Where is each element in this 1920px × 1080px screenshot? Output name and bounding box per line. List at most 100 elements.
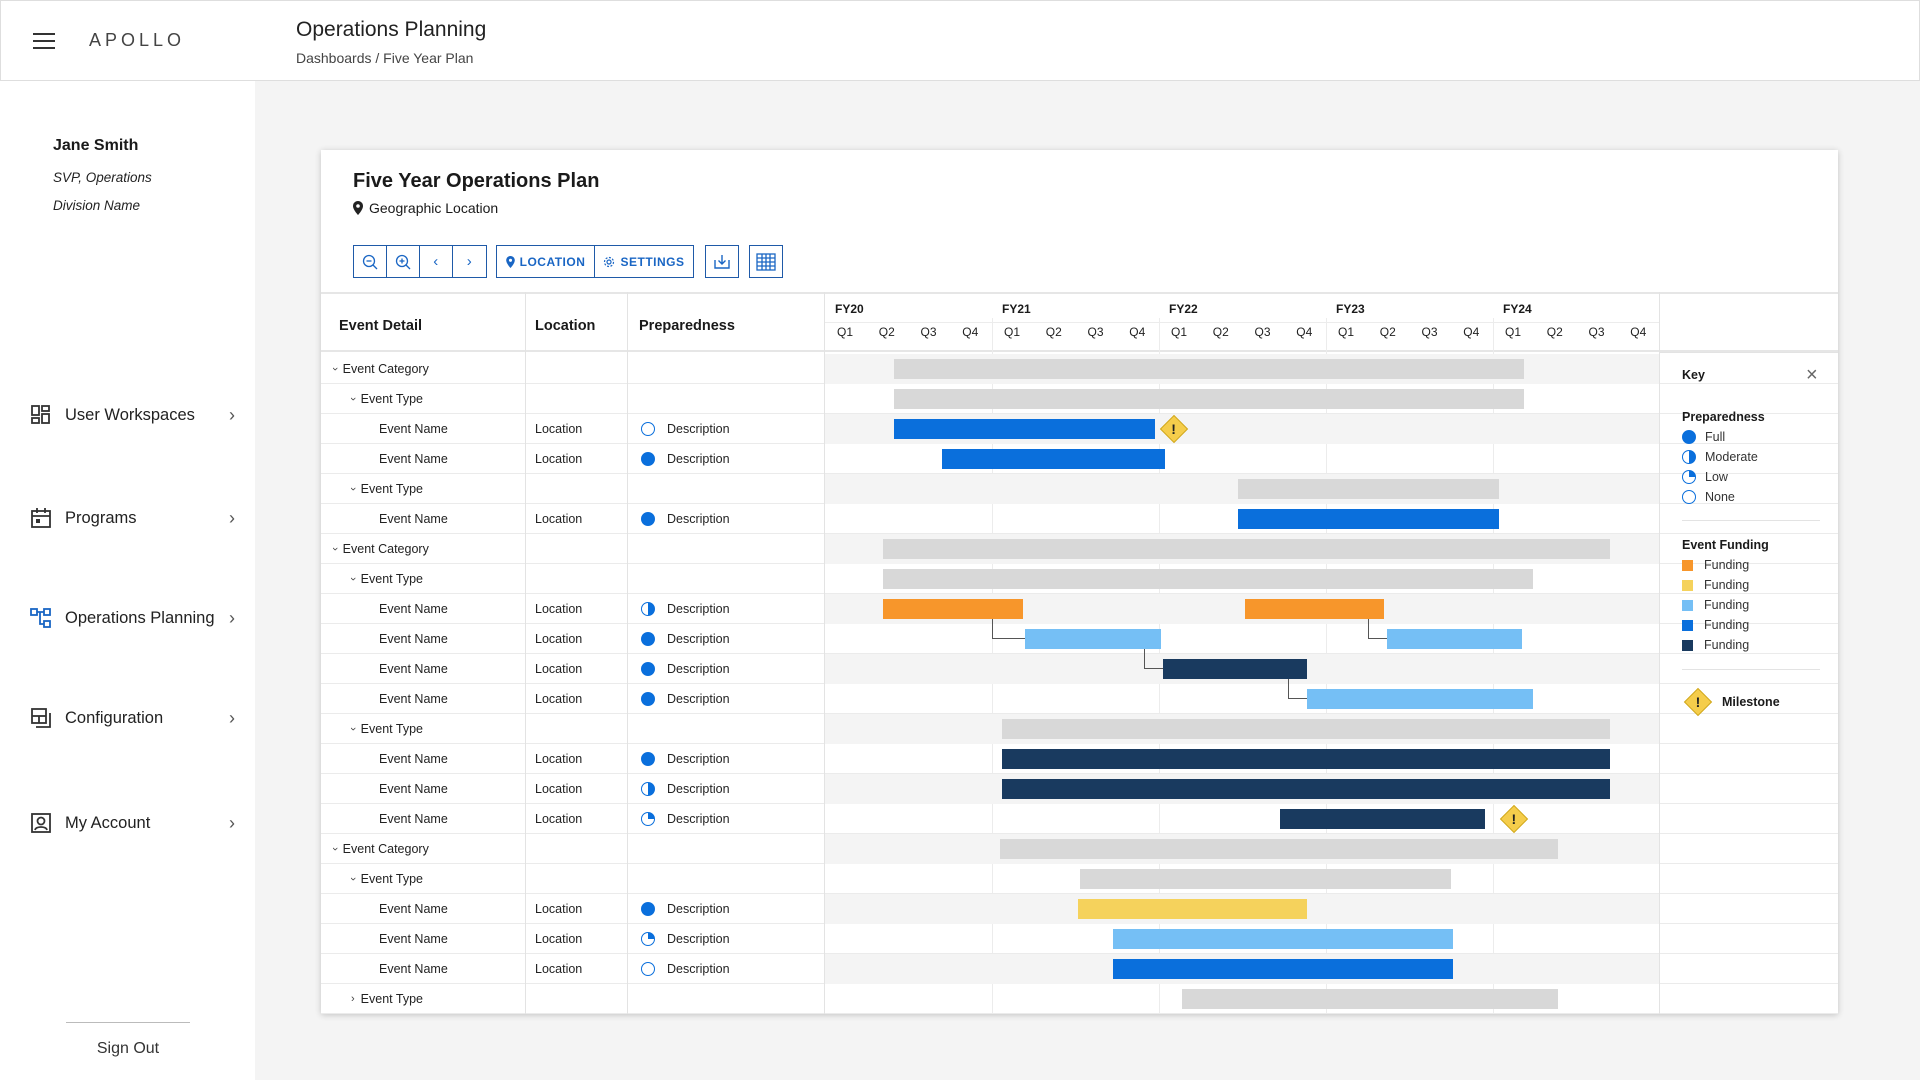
chevron-down-icon[interactable]: ›: [346, 727, 359, 731]
location-button[interactable]: LOCATION: [497, 246, 595, 277]
column-divider: [525, 292, 526, 1014]
event-bar[interactable]: [941, 449, 1166, 469]
chevron-right-icon: ›: [229, 607, 235, 628]
prep-none-icon: [1682, 490, 1696, 504]
breadcrumb[interactable]: Dashboards / Five Year Plan: [296, 50, 474, 66]
preparedness-full-icon: [641, 752, 655, 766]
event-bar[interactable]: [1307, 689, 1533, 709]
summary-bar[interactable]: [883, 539, 1610, 559]
key-label: Funding: [1704, 618, 1750, 632]
sidebar-item-user-workspaces[interactable]: User Workspaces ›: [30, 400, 235, 430]
type-row[interactable]: › Event Type: [321, 384, 1838, 414]
col-header-preparedness[interactable]: Preparedness: [639, 318, 735, 334]
dependency-connector: [992, 619, 1026, 639]
event-bar[interactable]: [883, 599, 1024, 619]
event-bar[interactable]: [1025, 629, 1162, 649]
zoom-out-button[interactable]: [354, 246, 387, 277]
row-toggle[interactable]: › Event Category: [329, 834, 429, 864]
event-bar[interactable]: [1280, 809, 1485, 829]
event-bar[interactable]: [1238, 509, 1500, 529]
hamburger-menu-icon[interactable]: [33, 32, 55, 49]
row-label: Event Type: [360, 992, 423, 1006]
summary-bar[interactable]: [1238, 479, 1500, 499]
event-bar[interactable]: [1077, 899, 1308, 919]
col-header-event-detail[interactable]: Event Detail: [339, 318, 422, 334]
download-button[interactable]: [706, 246, 737, 277]
event-bar[interactable]: [893, 419, 1155, 439]
table-row: Event Name Location Description: [321, 954, 1838, 984]
card-title: Five Year Operations Plan: [353, 170, 600, 192]
event-bar[interactable]: [1113, 929, 1454, 949]
event-name: Event Name: [379, 602, 448, 616]
event-name: Event Name: [379, 692, 448, 706]
event-bar[interactable]: [1002, 779, 1610, 799]
sidebar-item-operations-planning[interactable]: Operations Planning ›: [30, 603, 235, 633]
close-icon[interactable]: ×: [1806, 364, 1818, 386]
quarter-label: Q3: [1421, 325, 1438, 339]
summary-bar[interactable]: [1002, 719, 1610, 739]
quarter-label: Q1: [1338, 325, 1355, 339]
sidebar-item-programs[interactable]: Programs ›: [30, 503, 235, 533]
summary-bar[interactable]: [1000, 839, 1558, 859]
key-label: Full: [1705, 430, 1726, 444]
plan-card: Five Year Operations Plan Geographic Loc…: [321, 150, 1838, 1014]
event-bar[interactable]: [1386, 629, 1523, 649]
chevron-down-icon[interactable]: ›: [346, 577, 359, 581]
summary-bar[interactable]: [883, 569, 1533, 589]
row-toggle[interactable]: › Event Type: [347, 864, 423, 894]
type-row[interactable]: › Event Type: [321, 984, 1838, 1014]
summary-bar[interactable]: [893, 359, 1525, 379]
quarter-label: Q4: [1463, 325, 1480, 339]
hierarchy-icon: [30, 608, 51, 628]
summary-bar[interactable]: [893, 389, 1525, 409]
sidebar-item-configuration[interactable]: Configuration ›: [30, 703, 235, 733]
next-button[interactable]: ›: [453, 246, 486, 277]
chevron-down-icon[interactable]: ›: [328, 367, 341, 371]
sidebar-item-my-account[interactable]: My Account ›: [30, 808, 235, 838]
funding-swatch: [1682, 639, 1693, 651]
chevron-down-icon[interactable]: ›: [328, 847, 341, 851]
event-name: Event Name: [379, 512, 448, 526]
type-row[interactable]: › Event Type: [321, 864, 1838, 894]
chevron-down-icon[interactable]: ›: [346, 397, 359, 401]
previous-button[interactable]: ‹: [420, 246, 453, 277]
event-preparedness: Description: [641, 774, 730, 804]
table-view-button[interactable]: [750, 246, 781, 277]
chevron-down-icon[interactable]: ›: [346, 877, 359, 881]
sidebar-item-label: Operations Planning: [65, 608, 215, 627]
milestone-exclamation: !: [1511, 811, 1517, 827]
row-toggle[interactable]: › Event Type: [347, 474, 423, 504]
user-role: SVP, Operations: [53, 170, 152, 185]
event-bar[interactable]: [1002, 749, 1610, 769]
row-toggle[interactable]: › Event Type: [347, 714, 423, 744]
summary-bar[interactable]: [1181, 989, 1558, 1009]
event-bar[interactable]: [1163, 659, 1308, 679]
chevron-right-icon: ›: [229, 404, 235, 425]
milestone-exclamation: !: [1695, 694, 1701, 710]
chevron-down-icon[interactable]: ›: [328, 547, 341, 551]
event-bar[interactable]: [1244, 599, 1385, 619]
zoom-in-icon: [395, 254, 411, 269]
sign-out-link[interactable]: Sign Out: [96, 1040, 160, 1057]
zoom-in-button[interactable]: [387, 246, 420, 277]
key-funding-item: Funding: [1682, 558, 1749, 572]
preparedness-description: Description: [667, 962, 730, 976]
preparedness-description: Description: [667, 512, 730, 526]
row-toggle[interactable]: › Event Type: [347, 564, 423, 594]
row-toggle[interactable]: › Event Category: [329, 354, 429, 384]
summary-bar[interactable]: [1079, 869, 1452, 889]
sidebar: Jane Smith SVP, Operations Division Name…: [0, 81, 255, 1080]
type-row[interactable]: › Event Type: [321, 474, 1838, 504]
chevron-down-icon[interactable]: ›: [346, 487, 359, 491]
row-toggle[interactable]: › Event Type: [347, 384, 423, 414]
row-toggle[interactable]: › Event Type: [351, 984, 423, 1014]
settings-button[interactable]: SETTINGS: [595, 246, 693, 277]
chevron-right-icon[interactable]: ›: [351, 993, 355, 1005]
event-bar[interactable]: [1113, 959, 1454, 979]
col-header-location[interactable]: Location: [535, 318, 596, 334]
table-row: Event Name Location Description: [321, 744, 1838, 774]
sidebar-divider: [66, 1022, 190, 1023]
row-toggle[interactable]: › Event Category: [329, 534, 429, 564]
type-row[interactable]: › Event Type: [321, 564, 1838, 594]
quarter-label: Q3: [920, 325, 937, 339]
